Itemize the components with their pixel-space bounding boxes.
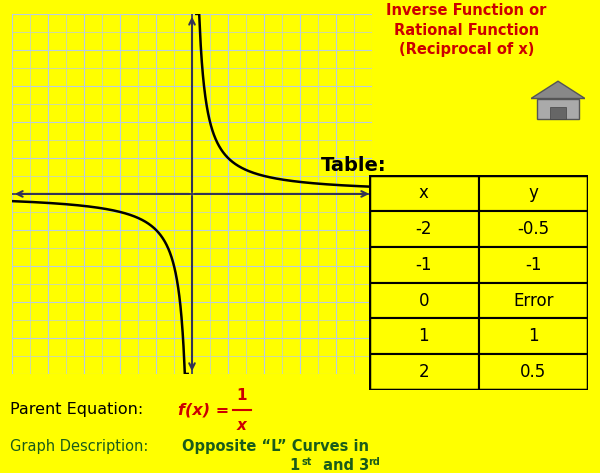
Text: Inverse Function or
Rational Function
(Reciprocal of x): Inverse Function or Rational Function (R… bbox=[386, 3, 547, 57]
Text: 1: 1 bbox=[237, 388, 247, 403]
Text: -1: -1 bbox=[525, 256, 542, 274]
Bar bbox=[369, 211, 479, 247]
Text: -0.5: -0.5 bbox=[517, 220, 550, 238]
Bar bbox=[369, 175, 479, 211]
Text: x: x bbox=[419, 184, 428, 202]
Bar bbox=[479, 211, 588, 247]
Text: 1: 1 bbox=[418, 327, 429, 345]
Bar bbox=[550, 107, 566, 119]
Text: f(x) =: f(x) = bbox=[178, 403, 229, 418]
Text: st: st bbox=[302, 456, 313, 467]
Bar bbox=[479, 247, 588, 282]
Text: Table:: Table: bbox=[321, 156, 386, 175]
Text: 0.5: 0.5 bbox=[520, 363, 547, 381]
Text: 1: 1 bbox=[290, 458, 300, 473]
Text: y: y bbox=[529, 184, 538, 202]
Bar bbox=[479, 354, 588, 390]
Text: rd: rd bbox=[368, 456, 380, 467]
Bar bbox=[369, 282, 479, 318]
Bar bbox=[369, 247, 479, 282]
Text: 2: 2 bbox=[418, 363, 429, 381]
Bar bbox=[369, 318, 479, 354]
Text: Graph Description:: Graph Description: bbox=[10, 439, 148, 454]
Text: Error: Error bbox=[513, 291, 554, 309]
Text: -1: -1 bbox=[415, 256, 432, 274]
Polygon shape bbox=[531, 81, 585, 98]
Bar bbox=[479, 318, 588, 354]
Text: x: x bbox=[237, 418, 247, 433]
Bar bbox=[479, 175, 588, 211]
Text: 1: 1 bbox=[528, 327, 539, 345]
Text: 0: 0 bbox=[419, 291, 429, 309]
Bar bbox=[369, 354, 479, 390]
Text: Parent Equation:: Parent Equation: bbox=[10, 403, 143, 418]
Text: -2: -2 bbox=[415, 220, 432, 238]
Text: Opposite “L” Curves in: Opposite “L” Curves in bbox=[182, 439, 369, 454]
Text: and 3: and 3 bbox=[318, 458, 369, 473]
Bar bbox=[538, 98, 578, 119]
Bar bbox=[479, 282, 588, 318]
